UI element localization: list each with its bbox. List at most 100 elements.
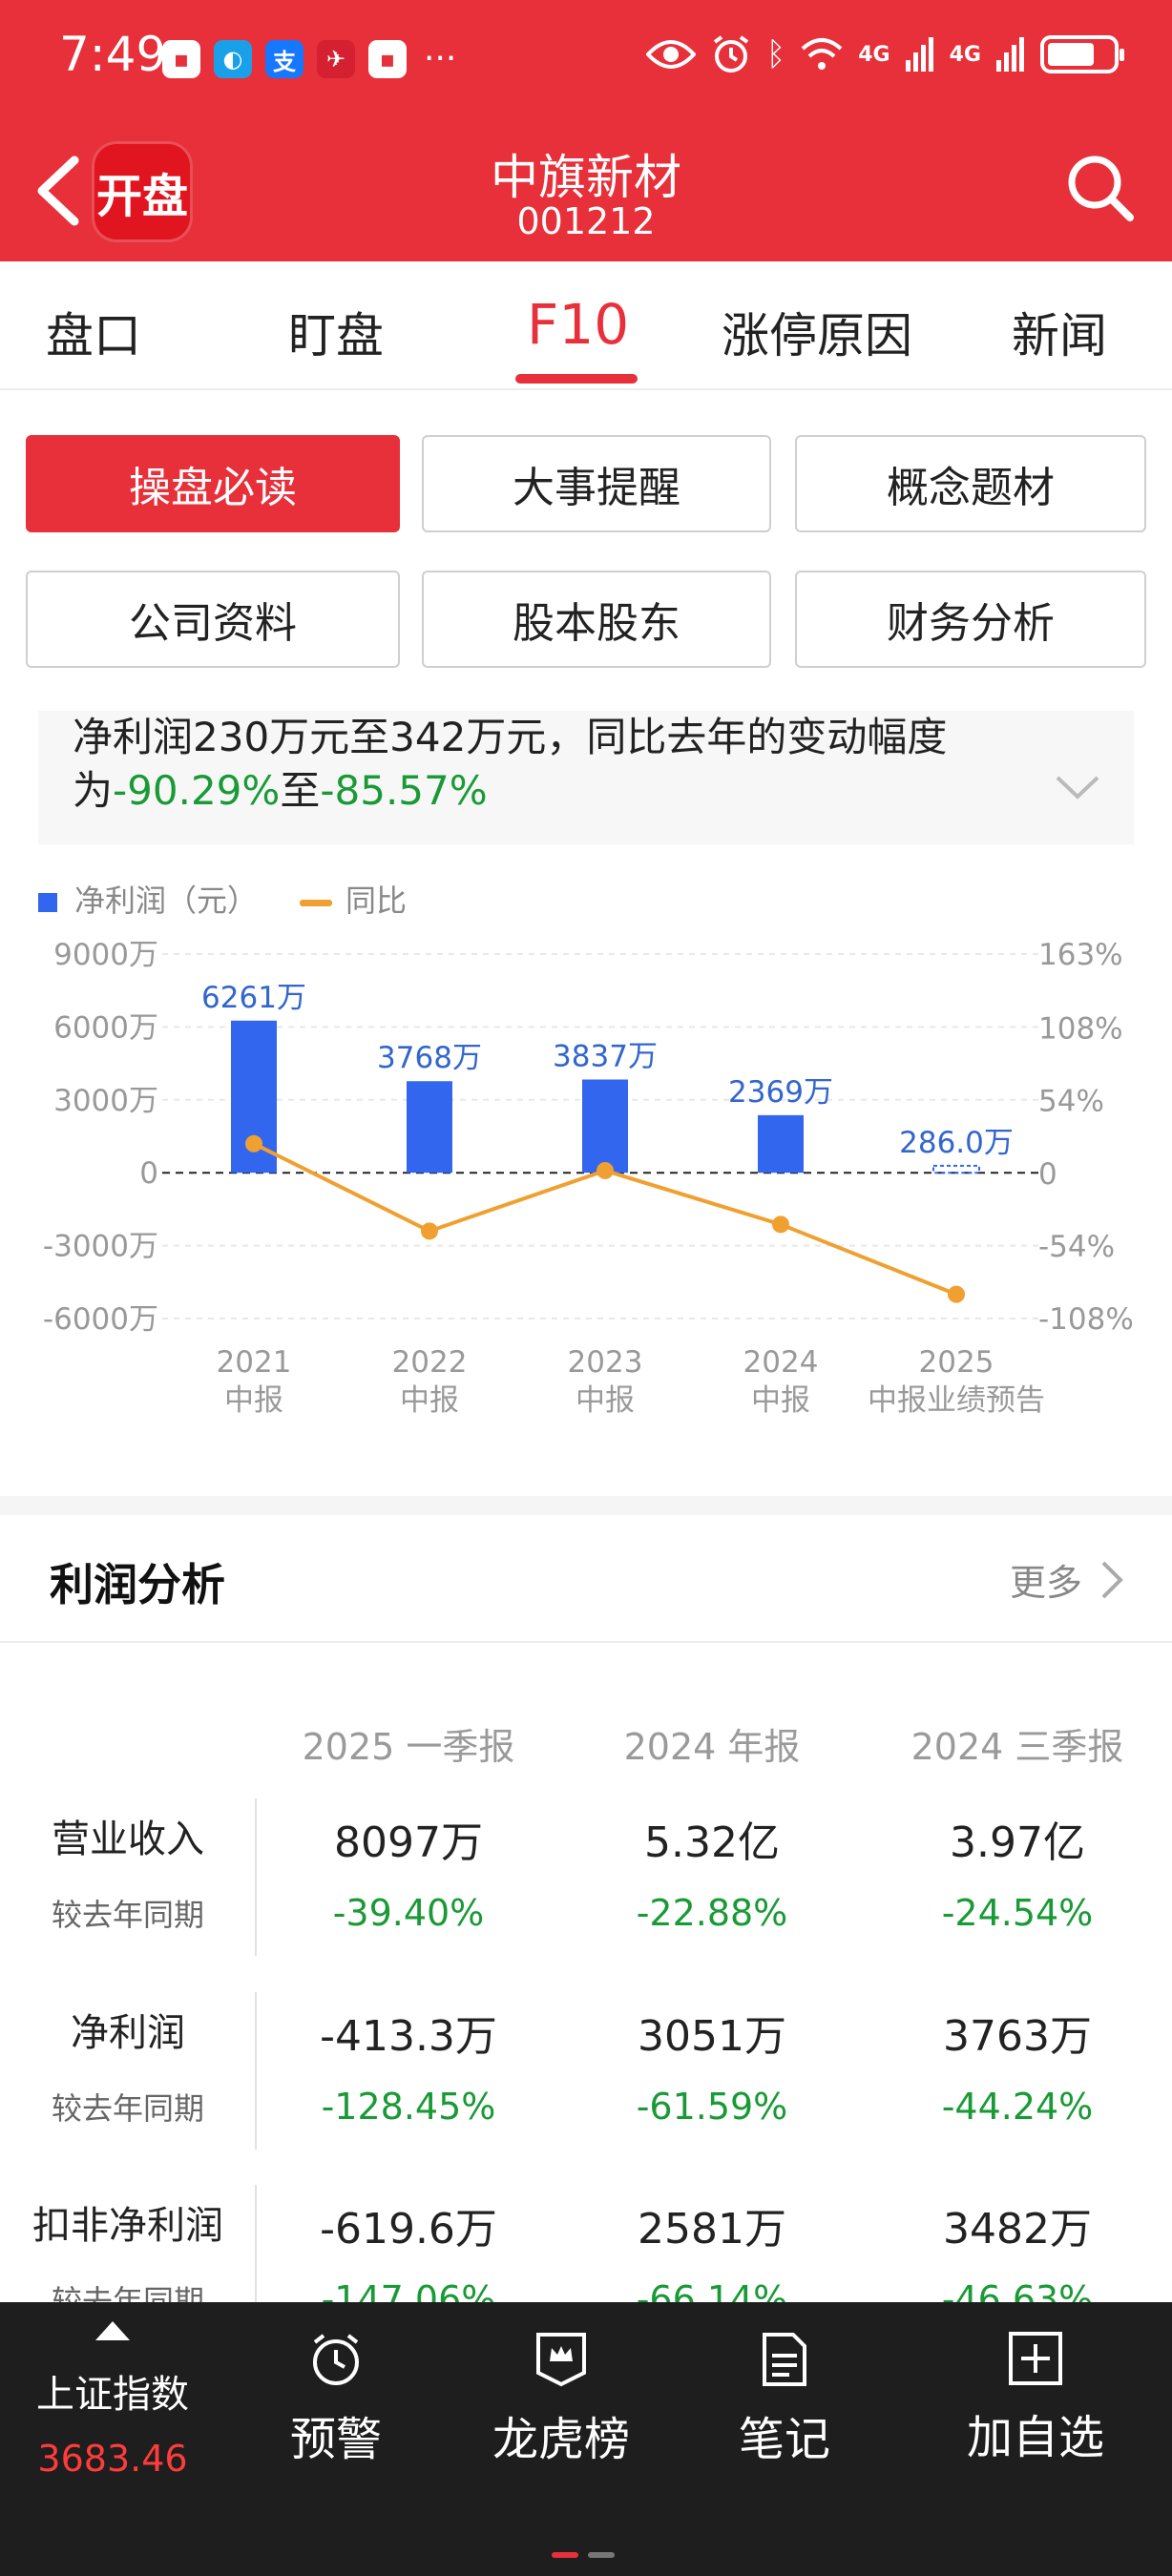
profit-bar: [407, 1081, 452, 1174]
add-watchlist-label: 加自选: [966, 2411, 1104, 2464]
summary-high: -85.57%: [320, 767, 488, 814]
bar-value-label: 3837万: [553, 1039, 658, 1073]
dragon-tiger-list-button[interactable]: 龙虎榜: [482, 2331, 640, 2468]
company-profile-button[interactable]: 公司资料: [26, 571, 400, 668]
tab-dingpan[interactable]: 盯盘: [288, 308, 384, 364]
legend-bar-swatch: [38, 893, 57, 912]
profit-bar: [932, 1164, 980, 1174]
profit-more-link[interactable]: 更多: [1010, 1553, 1124, 1606]
row-divider: [255, 1798, 257, 1956]
eye-icon: [645, 40, 696, 69]
tab-f10[interactable]: F10: [527, 292, 630, 357]
table-cell-pct: -24.54%: [941, 1892, 1094, 1934]
alarm-icon: [713, 35, 749, 73]
app-icon: ✈: [317, 40, 355, 78]
active-tab-indicator: [515, 374, 638, 384]
kaipan-logo: 开盘: [92, 141, 193, 242]
alert-button[interactable]: 预警: [277, 2331, 395, 2468]
y-left-tick-label: 9000万: [53, 938, 158, 972]
y-left-tick-label: -6000万: [43, 1302, 158, 1337]
shareholders-button[interactable]: 股本股东: [422, 571, 771, 668]
y-left-tick-label: -3000万: [43, 1230, 158, 1264]
crown-badge-icon: [536, 2333, 586, 2387]
alipay-icon: 支: [265, 40, 303, 78]
bar-value-label: 6261万: [201, 981, 306, 1015]
app-header: 7:49 ▪ ◐ 支 ✈ ▪ ··· ᛒ 4G 4G 开盘 中旗新材 00121…: [0, 0, 1172, 261]
x-tick-label: 中报: [576, 1383, 635, 1418]
row-divider: [255, 1992, 257, 2150]
bottom-toolbar: 上证指数 3683.46 预警 龙虎榜 笔记 加自选: [0, 2302, 1172, 2576]
alert-label: 预警: [289, 2413, 382, 2466]
table-cell-pct: -39.40%: [332, 1892, 485, 1934]
bar-value-label: 3768万: [377, 1041, 482, 1075]
index-name: 上证指数: [36, 2373, 189, 2417]
table-cell: 3763万: [943, 2012, 1092, 2061]
table-cell: 3.97亿: [950, 1818, 1085, 1867]
financial-analysis-button[interactable]: 财务分析: [795, 571, 1146, 668]
legend-yoy: 同比: [345, 883, 407, 919]
tab-news[interactable]: 新闻: [1012, 308, 1107, 364]
row-sub-label: 较去年同期: [51, 1897, 204, 1933]
huawei-store-icon: ▪: [162, 40, 200, 78]
y-left-tick-label: 6000万: [53, 1010, 158, 1045]
events-reminder-button[interactable]: 大事提醒: [422, 435, 771, 532]
column-header: 2025 一季报: [302, 1726, 515, 1768]
yoy-point: [948, 1285, 965, 1303]
dragon-tiger-list-label: 龙虎榜: [492, 2413, 630, 2466]
status-time: 7:49: [59, 27, 167, 82]
yoy-point: [596, 1161, 614, 1179]
yoy-point: [245, 1134, 262, 1153]
table-cell: 3482万: [943, 2205, 1092, 2254]
signal-bars-icon: [996, 37, 1024, 72]
status-bar: 7:49 ▪ ◐ 支 ✈ ▪ ··· ᛒ 4G 4G: [0, 0, 1172, 119]
x-tick-label: 2021: [217, 1345, 292, 1380]
battery-icon: [1040, 35, 1124, 73]
chevron-down-icon[interactable]: [1054, 768, 1101, 806]
alarm-clock-icon: [313, 2334, 359, 2385]
notes-button[interactable]: 笔记: [729, 2331, 840, 2468]
column-header: 2024 年报: [623, 1726, 801, 1768]
net-profit-chart: 净利润（元） 同比 9000万 6000万 3000万 0 -3000万 -6000万 16…: [38, 883, 1134, 1418]
forecast-summary-text: 净利润230万元至342万元，同比去年的变动幅度 为-90.29%至-85.57…: [73, 711, 1065, 818]
table-cell-pct: -128.45%: [321, 2086, 496, 2128]
bluetooth-icon: ᛒ: [765, 35, 786, 73]
row-sub-label: 较去年同期: [51, 2090, 204, 2127]
note-document-icon: [763, 2333, 806, 2386]
divider: [0, 1641, 1172, 1643]
bar-value-label: 2369万: [728, 1075, 833, 1110]
must-read-button[interactable]: 操盘必读: [26, 435, 400, 532]
search-icon[interactable]: [1063, 151, 1136, 223]
forecast-summary[interactable]: 净利润230万元至342万元，同比去年的变动幅度 为-90.29%至-85.57…: [38, 711, 1134, 844]
x-tick-label: 2022: [392, 1345, 468, 1380]
table-cell: -619.6万: [320, 2205, 497, 2254]
y-right-tick-label: -108%: [1038, 1302, 1134, 1337]
y-right-tick-label: 163%: [1038, 938, 1123, 972]
y-left-tick-label: 0: [139, 1156, 158, 1191]
profit-analysis-title: 利润分析: [50, 1559, 225, 1610]
add-watchlist-button[interactable]: 加自选: [954, 2331, 1117, 2466]
table-cell-pct: -22.88%: [636, 1892, 788, 1934]
concepts-button[interactable]: 概念题材: [795, 435, 1146, 532]
x-tick-label: 2025: [919, 1345, 994, 1380]
huawei-store-icon: ▪: [368, 40, 407, 78]
signal-label-2: 4G: [949, 42, 981, 67]
tab-pankou[interactable]: 盘口: [46, 308, 141, 364]
x-tick-label: 2023: [568, 1345, 643, 1380]
yoy-point: [772, 1215, 789, 1234]
notification-icons: ▪ ◐ 支 ✈ ▪ ···: [162, 40, 456, 78]
page-dot: [552, 2552, 578, 2558]
x-tick-label: 2024: [743, 1345, 819, 1380]
index-value: 3683.46: [37, 2438, 188, 2480]
x-tick-label: 中报: [224, 1383, 283, 1418]
wifi-icon: [801, 38, 843, 70]
table-cell: 2581万: [638, 2205, 786, 2254]
row-divider: [255, 2185, 257, 2309]
page-dot: [588, 2552, 615, 2558]
chart-legend: 净利润（元） 同比: [38, 883, 407, 919]
bar-value-label: 286.0万: [899, 1126, 1014, 1160]
index-ticker[interactable]: 上证指数 3683.46: [0, 2321, 225, 2480]
y-right-tick-label: -54%: [1038, 1230, 1115, 1264]
more-label: 更多: [1009, 1562, 1082, 1604]
back-arrow-icon[interactable]: [29, 153, 86, 229]
tab-limit-up-reason[interactable]: 涨停原因: [722, 308, 912, 364]
